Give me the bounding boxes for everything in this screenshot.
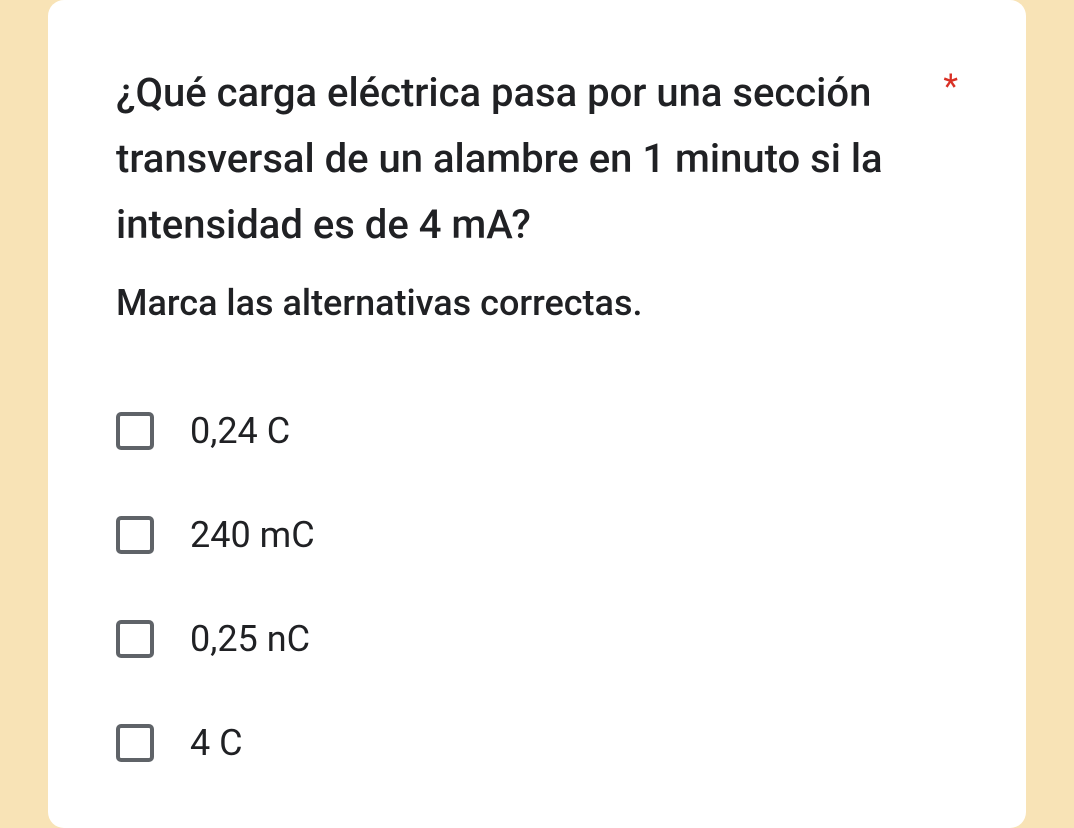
question-card: ¿Qué carga eléctrica pasa por una secció… [48,0,1026,828]
option-label-0: 0,24 C [190,410,290,452]
option-row-0[interactable]: 0,24 C [116,410,958,452]
checkbox-2[interactable] [116,620,154,658]
required-asterisk: * [943,64,958,112]
question-subtext: Marca las alternativas correctas. [116,276,958,330]
question-text: ¿Qué carga eléctrica pasa por una secció… [116,60,927,258]
options-list: 0,24 C 240 mC 0,25 nC 4 C [116,410,958,764]
checkbox-3[interactable] [116,724,154,762]
checkbox-0[interactable] [116,412,154,450]
option-row-2[interactable]: 0,25 nC [116,618,958,660]
option-label-2: 0,25 nC [190,618,310,660]
checkbox-1[interactable] [116,516,154,554]
option-label-3: 4 C [190,722,243,764]
question-header: ¿Qué carga eléctrica pasa por una secció… [116,60,958,258]
option-row-1[interactable]: 240 mC [116,514,958,556]
option-row-3[interactable]: 4 C [116,722,958,764]
option-label-1: 240 mC [190,514,315,556]
